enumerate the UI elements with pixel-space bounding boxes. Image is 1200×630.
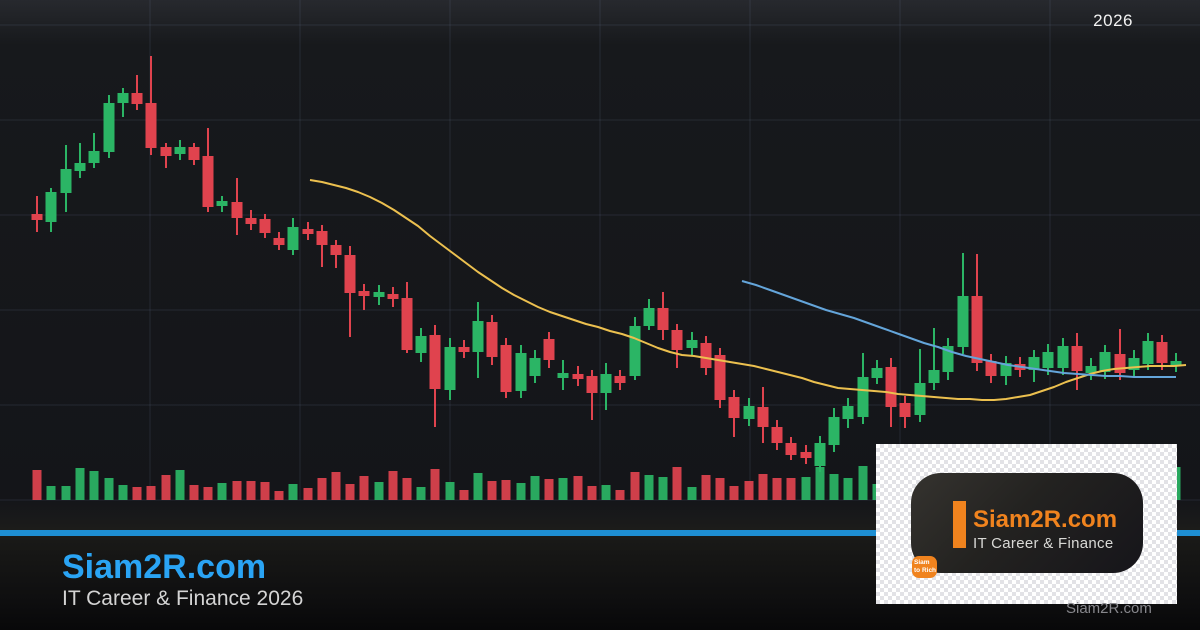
orange-bar-icon [953, 501, 966, 548]
watermark: Siam2R.com [1066, 600, 1152, 617]
ma-slow-line [741, 280, 1176, 378]
grid-group [0, 0, 1200, 501]
logo-pill: Siam2R.com IT Career & Finance [911, 473, 1143, 573]
logo-tagline-text: IT Career & Finance [973, 535, 1114, 553]
logo-card: Siam2R.com IT Career & Finance Siam to R… [876, 444, 1177, 604]
candles-group [31, 56, 1182, 472]
ma-fast-line [309, 179, 1187, 401]
brand-subtitle: IT Career & Finance 2026 [62, 587, 304, 610]
siam-to-rich-badge: Siam to Rich [912, 556, 937, 578]
badge-line-1: Siam [914, 559, 930, 566]
logo-text-block: Siam2R.com IT Career & Finance [973, 507, 1117, 551]
year-label: 2026 [1093, 11, 1133, 30]
brand-title: Siam2R.com [62, 548, 267, 586]
badge-line-2: to Rich [914, 566, 937, 574]
logo-brand-text: Siam2R.com [973, 506, 1118, 533]
divider-line [0, 530, 1200, 536]
